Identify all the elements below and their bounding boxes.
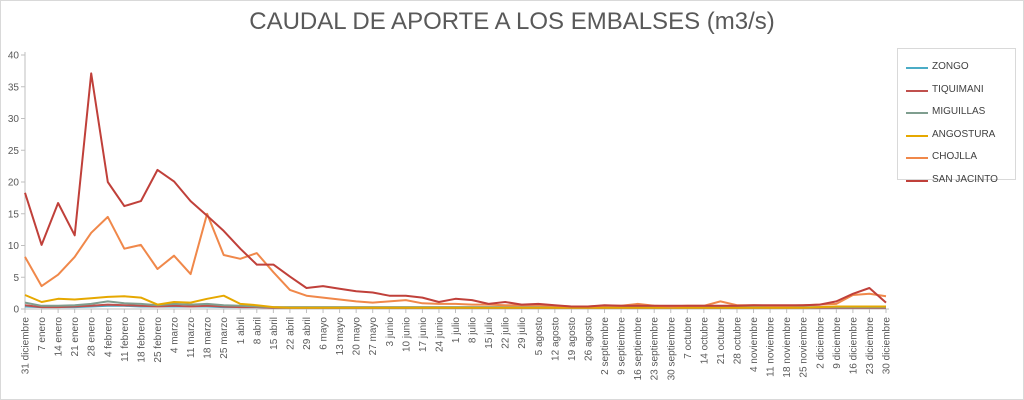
y-tick-label: 10 xyxy=(8,241,20,252)
x-tick-label: 23 diciembre xyxy=(865,317,876,375)
legend-label: ANGOSTURA xyxy=(932,128,996,140)
axes xyxy=(24,52,889,310)
x-tick-label: 9 septiembre xyxy=(617,317,628,375)
y-tick-label: 0 xyxy=(13,305,19,316)
x-tick-label: 18 febrero xyxy=(136,317,147,363)
x-tick-label: 11 marzo xyxy=(186,317,197,358)
x-tick-label: 4 marzo xyxy=(170,317,181,354)
x-tick-label: 7 enero xyxy=(37,317,48,351)
x-tick-label: 16 diciembre xyxy=(848,317,859,375)
x-tick-label: 24 junio xyxy=(434,317,445,352)
x-tick-label: 6 mayo xyxy=(319,317,330,350)
x-tick-label: 2 diciembre xyxy=(815,317,826,369)
x-tick-label: 30 septiembre xyxy=(666,317,677,381)
x-tick-label: 21 enero xyxy=(70,317,81,357)
x-tick-label: 14 octubre xyxy=(699,317,710,365)
x-tick-label: 15 julio xyxy=(484,317,495,349)
x-tick-label: 12 agosto xyxy=(550,317,561,361)
x-tick-label: 25 febrero xyxy=(153,317,164,363)
legend-label: SAN JACINTO xyxy=(932,173,998,185)
x-tick-label: 16 septiembre xyxy=(633,317,644,381)
legend-swatch xyxy=(906,89,928,92)
x-tick-label: 27 mayo xyxy=(368,317,379,356)
series-lines xyxy=(24,72,887,309)
x-tick-label: 21 octubre xyxy=(716,317,727,365)
legend-swatch xyxy=(906,67,928,69)
x-tick-label: 25 noviembre xyxy=(799,317,810,378)
legend-swatch xyxy=(906,157,928,159)
series-line-san-jacinto xyxy=(24,72,887,308)
legend-swatch xyxy=(906,134,928,137)
x-ticks: 31 diciembre 7 enero 14 enero 21 enero 28 en… xyxy=(21,309,893,380)
legend-entry-chojlla: CHOJLLA xyxy=(898,150,1015,166)
legend: ZONGO TIQUIMANI MIGUILLAS ANGOSTURA CHOJLLA S… xyxy=(897,48,1016,185)
legend-label: TIQUIMANI xyxy=(932,83,984,95)
y-tick-label: 30 xyxy=(8,114,20,125)
x-tick-label: 8 abril xyxy=(252,317,263,344)
x-tick-label: 8 julio xyxy=(468,317,479,344)
x-tick-label: 15 abril xyxy=(269,317,280,350)
chart-title: CAUDAL DE APORTE A LOS EMBALSES (m3/s) xyxy=(249,8,775,35)
x-tick-label: 22 julio xyxy=(501,317,512,349)
x-tick-label: 29 abril xyxy=(302,317,313,350)
x-tick-label: 25 marzo xyxy=(219,317,230,359)
x-tick-label: 26 agosto xyxy=(583,317,594,361)
x-tick-label: 2 septiembre xyxy=(600,317,611,375)
y-ticks: 0 5 10 15 20 25 30 35 40 xyxy=(8,51,25,316)
legend-swatch xyxy=(906,112,928,114)
legend-label: ZONGO xyxy=(932,61,969,72)
legend-entry-angostura: ANGOSTURA xyxy=(898,128,1015,144)
x-tick-label: 18 noviembre xyxy=(782,317,793,378)
x-tick-label: 3 junio xyxy=(385,317,396,347)
x-tick-label: 20 mayo xyxy=(352,317,363,356)
x-tick-label: 17 junio xyxy=(418,317,429,352)
x-tick-label: 7 octubre xyxy=(683,317,694,359)
x-tick-label: 30 diciembre xyxy=(882,317,893,375)
x-tick-label: 28 enero xyxy=(87,317,98,357)
legend-entry-tiquimani: TIQUIMANI xyxy=(898,83,1015,99)
x-tick-label: 18 marzo xyxy=(203,317,214,359)
x-tick-label: 19 agosto xyxy=(567,317,578,361)
legend-entry-miguillas: MIGUILLAS xyxy=(898,105,1015,121)
x-tick-label: 23 septiembre xyxy=(650,317,661,381)
legend-label: MIGUILLAS xyxy=(932,106,986,117)
series-line-chojlla xyxy=(24,212,887,308)
y-tick-label: 25 xyxy=(8,146,20,157)
x-tick-label: 5 agosto xyxy=(534,317,545,356)
x-tick-label: 29 julio xyxy=(517,317,528,349)
y-tick-label: 40 xyxy=(8,51,20,62)
y-tick-label: 35 xyxy=(8,82,20,93)
y-tick-label: 15 xyxy=(8,209,20,220)
legend-swatch xyxy=(906,179,928,182)
x-tick-label: 10 junio xyxy=(401,317,412,352)
x-tick-label: 1 julio xyxy=(451,317,462,344)
x-tick-label: 13 mayo xyxy=(335,317,346,356)
series-line-angostura xyxy=(24,294,886,309)
x-tick-label: 11 noviembre xyxy=(766,317,777,377)
x-tick-label: 4 noviembre xyxy=(749,317,760,372)
x-tick-label: 4 febrero xyxy=(103,317,114,357)
x-tick-label: 28 octubre xyxy=(732,317,743,365)
legend-entry-zongo: ZONGO xyxy=(898,60,1015,76)
x-tick-label: 14 enero xyxy=(54,317,65,357)
x-tick-label: 22 abril xyxy=(285,317,296,350)
x-tick-label: 11 febrero xyxy=(120,317,131,362)
x-tick-label: 1 abril xyxy=(236,317,247,344)
y-tick-label: 5 xyxy=(13,273,19,284)
y-tick-label: 20 xyxy=(8,178,20,189)
x-tick-label: 31 diciembre xyxy=(21,317,32,375)
x-tick-label: 9 diciembre xyxy=(832,317,843,369)
legend-entry-san-jacinto: SAN JACINTO xyxy=(898,173,1015,189)
legend-label: CHOJLLA xyxy=(932,151,978,162)
